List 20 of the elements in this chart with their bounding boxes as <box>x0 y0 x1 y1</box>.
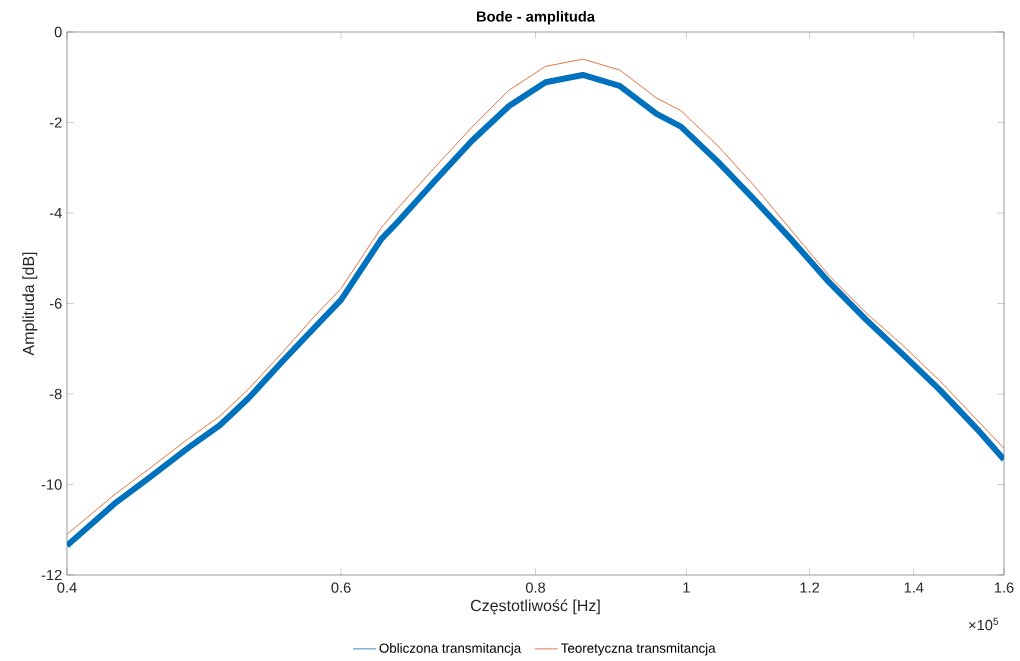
y-tick-label: -8 <box>49 388 62 400</box>
y-tick-label: -4 <box>49 207 62 219</box>
legend-label: Obliczona transmitancja <box>379 643 522 656</box>
x-tick-label: 0.8 <box>525 582 546 593</box>
x-tick-label: 0.6 <box>331 582 351 593</box>
y-tick-label: -12 <box>41 569 62 581</box>
x-tick-label: 1.6 <box>994 582 1014 593</box>
x-tick-label: 0.4 <box>57 582 77 593</box>
legend-label: Teoretyczna transmitancja <box>561 643 716 656</box>
x-tick-label: 1.2 <box>800 582 820 593</box>
x-axis-title: Częstotliwość [Hz] <box>470 599 600 615</box>
y-tick-label: -2 <box>49 117 62 128</box>
y-axis-title: Amplituda [dB] <box>22 252 38 356</box>
chart-title: Bode - amplituda <box>476 10 596 25</box>
text: ×10$^{5}$ <box>969 617 999 631</box>
x-tick-label: 1 <box>683 582 690 593</box>
y-tick-label: -6 <box>49 298 62 309</box>
x-tick-label: 1.4 <box>904 582 924 593</box>
y-tick-label: 0 <box>54 26 62 38</box>
y-tick-label: -10 <box>41 479 62 490</box>
